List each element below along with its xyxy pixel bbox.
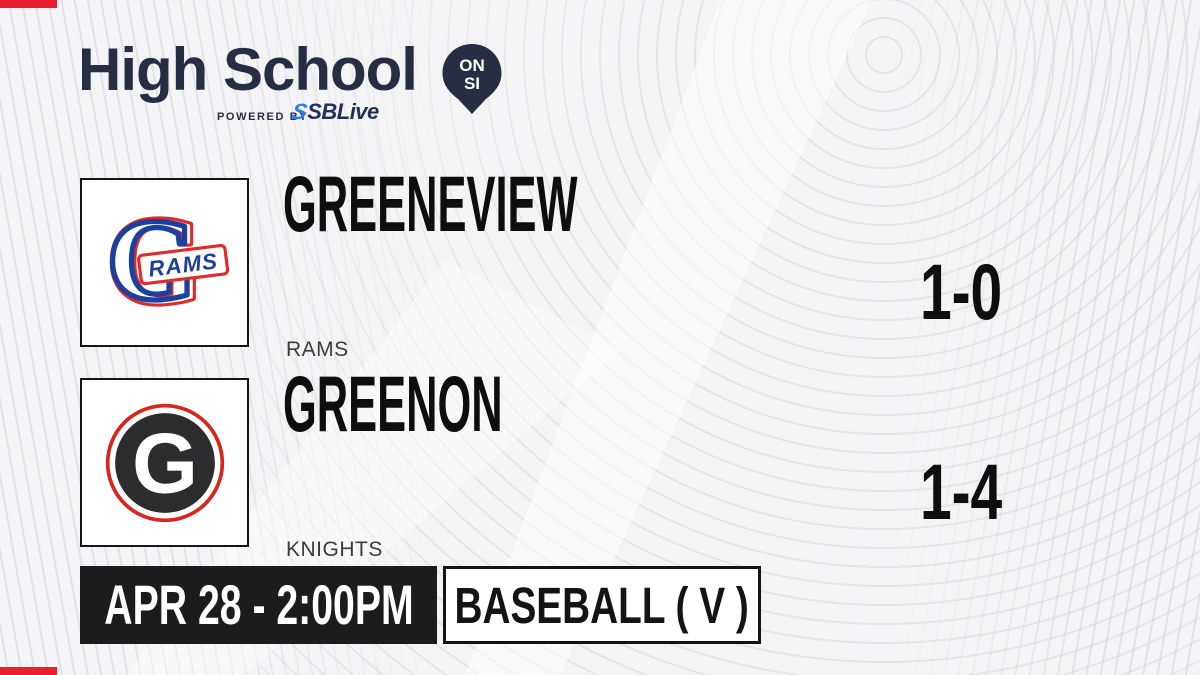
date-time-bar: APR 28 - 2:00PM — [80, 566, 437, 644]
team1-name: GREENEVIEW — [283, 159, 578, 248]
red-corner-accent-bottom — [0, 667, 57, 675]
pin-shape — [442, 44, 502, 114]
greeneview-rams-logo: G G RAMS — [103, 194, 229, 332]
pin-text-on: ON — [459, 56, 485, 75]
sblive-logo: SSBLive — [289, 99, 379, 124]
team1-record: 1-0 — [919, 247, 1003, 336]
red-corner-accent-top — [0, 0, 57, 8]
sblive-wordmark: SBLive — [307, 99, 379, 124]
background-diagonal-stripes-right — [840, 0, 1200, 675]
logo-dark-circle — [114, 412, 215, 513]
rams-banner: RAMS — [136, 243, 229, 285]
sport-bar: BASEBALL ( V ) — [443, 566, 761, 644]
sblive-s-mark: S — [289, 99, 309, 124]
team2-record: 1-4 — [919, 447, 1003, 536]
team2-mascot: KNIGHTS — [286, 538, 383, 561]
pin-text-si: SI — [464, 74, 480, 93]
logo-letter-outline: G — [106, 194, 203, 330]
team2-name: GREENON — [283, 359, 503, 448]
brand-title: High School — [78, 36, 418, 103]
date-time-text: APR 28 - 2:00PM — [103, 573, 414, 636]
team1-mascot: RAMS — [286, 338, 349, 361]
powered-by-label: POWERED BY — [217, 111, 309, 123]
team1-logo-box: G G RAMS — [80, 178, 249, 347]
sport-text: BASEBALL ( V ) — [454, 576, 750, 634]
logo-letter: G — [131, 415, 197, 510]
greenon-knights-logo: G — [105, 403, 224, 522]
team2-logo-box: G — [80, 378, 249, 547]
on-si-pin-icon: ON SI — [442, 44, 502, 114]
